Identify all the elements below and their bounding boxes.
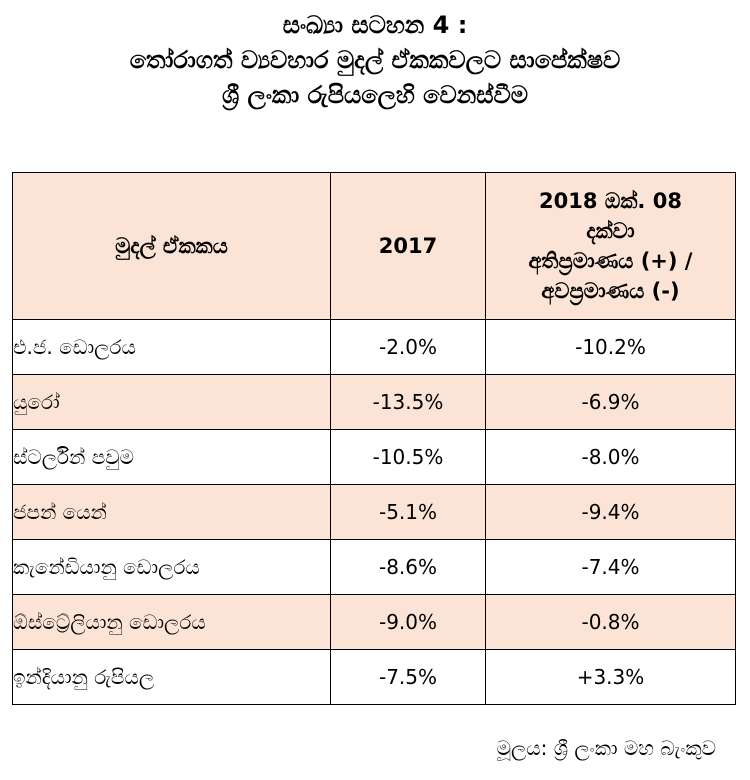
header-row: මුදල් ඒකකය 2017 2018 ඔක්. 08 දක්වා අතිප්… bbox=[12, 172, 736, 320]
value-2018-cell: -8.0% bbox=[485, 429, 736, 485]
value-2018-cell: -9.4% bbox=[485, 484, 736, 540]
header-2018-change: 2018 ඔක්. 08 දක්වා අතිප්‍රමාණය (+) / අවප… bbox=[485, 172, 736, 320]
header-2018-line-3: අතිප්‍රමාණය (+) / bbox=[528, 249, 693, 273]
header-2017: 2017 bbox=[330, 172, 486, 320]
currency-cell: ඉන්දියානු රුපියල bbox=[12, 649, 331, 705]
table-row: යුරෝ -13.5% -6.9% bbox=[12, 374, 736, 430]
header-2018-line-2: දක්වා bbox=[586, 219, 635, 243]
value-2018-cell: -0.8% bbox=[485, 594, 736, 650]
table-row: ස්ටර්ලින් පවුම -10.5% -8.0% bbox=[12, 429, 736, 485]
value-2017-cell: -5.1% bbox=[330, 484, 486, 540]
table-title: සංඛ්‍යා සටහන 4 : තෝරාගත් ව්‍යවහාර මුදල් … bbox=[0, 8, 750, 113]
exchange-rate-table: මුදල් ඒකකය 2017 2018 ඔක්. 08 දක්වා අතිප්… bbox=[12, 172, 736, 705]
value-2017-cell: -13.5% bbox=[330, 374, 486, 430]
currency-cell: යුරෝ bbox=[12, 374, 331, 430]
table-row: එ.ජ. ඩොලරය -2.0% -10.2% bbox=[12, 319, 736, 375]
value-2018-cell: -6.9% bbox=[485, 374, 736, 430]
currency-cell: ඕස්ට්‍රේලියානු ඩොලරය bbox=[12, 594, 331, 650]
value-2018-cell: +3.3% bbox=[485, 649, 736, 705]
value-2017-cell: -9.0% bbox=[330, 594, 486, 650]
table-header: මුදල් ඒකකය 2017 2018 ඔක්. 08 දක්වා අතිප්… bbox=[12, 172, 736, 320]
currency-cell: ජපන් යෙන් bbox=[12, 484, 331, 540]
currency-cell: කැනේඩියානු ඩොලරය bbox=[12, 539, 331, 595]
value-2018-cell: -7.4% bbox=[485, 539, 736, 595]
table-row: ජපන් යෙන් -5.1% -9.4% bbox=[12, 484, 736, 540]
currency-cell: ස්ටර්ලින් පවුම bbox=[12, 429, 331, 485]
title-line-3: ශ්‍රී ලංකා රුපියලෙහි වෙනස්වීම bbox=[222, 81, 528, 109]
source-note: මූලය: ශ්‍රී ලංකා මහ බැංකුව bbox=[496, 736, 716, 760]
value-2017-cell: -2.0% bbox=[330, 319, 486, 375]
table-row: ඕස්ට්‍රේලියානු ඩොලරය -9.0% -0.8% bbox=[12, 594, 736, 650]
value-2017-cell: -10.5% bbox=[330, 429, 486, 485]
value-2017-cell: -7.5% bbox=[330, 649, 486, 705]
value-2018-cell: -10.2% bbox=[485, 319, 736, 375]
title-line-1: සංඛ්‍යා සටහන 4 : bbox=[282, 11, 468, 39]
table-row: කැනේඩියානු ඩොලරය -8.6% -7.4% bbox=[12, 539, 736, 595]
header-2018-line-4: අවප්‍රමාණය (-) bbox=[541, 279, 680, 303]
table-row: ඉන්දියානු රුපියල -7.5% +3.3% bbox=[12, 649, 736, 705]
header-2018-line-1: 2018 ඔක්. 08 bbox=[539, 189, 682, 213]
value-2017-cell: -8.6% bbox=[330, 539, 486, 595]
table-body: එ.ජ. ඩොලරය -2.0% -10.2% යුරෝ -13.5% -6.9… bbox=[12, 319, 736, 705]
currency-cell: එ.ජ. ඩොලරය bbox=[12, 319, 331, 375]
header-currency: මුදල් ඒකකය bbox=[12, 172, 331, 320]
title-line-2: තෝරාගත් ව්‍යවහාර මුදල් ඒකකවලට සාපේක්ෂව bbox=[129, 46, 621, 74]
